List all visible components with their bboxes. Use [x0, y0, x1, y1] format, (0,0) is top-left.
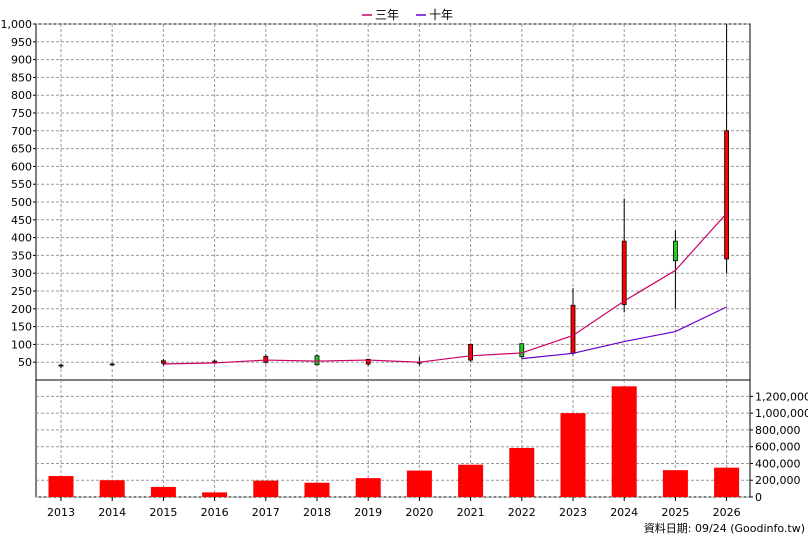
candle-body	[160, 360, 166, 364]
average-line-ten-year	[521, 306, 727, 360]
volume-bar	[150, 486, 176, 497]
volume-bar	[714, 467, 740, 497]
volume-bar	[355, 478, 381, 497]
volume-bar	[509, 447, 535, 497]
candle-body	[468, 343, 474, 361]
price-tick-label: 950	[11, 36, 32, 49]
price-tick-label: 900	[11, 54, 32, 67]
volume-bar	[662, 470, 688, 497]
price-tick-label: 350	[11, 249, 32, 262]
price-grid	[36, 23, 750, 380]
x-tick-label: 2016	[201, 506, 229, 519]
x-tick-label: 2022	[508, 506, 536, 519]
volume-tick-label: 1,000,000	[755, 407, 808, 420]
price-tick-label: 100	[11, 338, 32, 351]
volume-tick-label: 1,200,000	[755, 390, 808, 403]
x-tick-label: 2021	[457, 506, 485, 519]
volume-tick-label: 800,000	[755, 424, 801, 437]
candle-body	[109, 363, 115, 366]
price-tick-label: 800	[11, 89, 32, 102]
volume-y-axis: 0 200,000 400,000 600,000 800,000 1,000,000 1,…	[750, 390, 808, 504]
x-tick-label: 2026	[713, 506, 741, 519]
legend: 三年 十年	[362, 8, 453, 22]
volume-bars	[48, 386, 740, 497]
candle-body	[621, 240, 627, 305]
price-y-axis: 50 100 150 200 250 300 350 400 450 500 550 600 650 70…	[1, 18, 36, 369]
candle-body	[314, 355, 320, 366]
x-tick-label: 2017	[252, 506, 280, 519]
x-tick-label: 2013	[47, 506, 75, 519]
price-tick-label: 50	[18, 356, 32, 369]
price-tick-label: 700	[11, 125, 32, 138]
volume-tick-label: 400,000	[755, 457, 801, 470]
candle-body	[570, 304, 576, 354]
volume-bar	[406, 470, 432, 497]
x-tick-label: 2015	[149, 506, 177, 519]
volume-bar	[202, 492, 228, 497]
x-tick-label: 2018	[303, 506, 331, 519]
volume-bar	[253, 480, 279, 497]
price-tick-label: 200	[11, 303, 32, 316]
average-lines	[163, 212, 728, 365]
volume-plot-area	[35, 379, 751, 498]
price-tick-label: 400	[11, 232, 32, 245]
volume-tick-label: 0	[755, 491, 762, 504]
price-tick-label: 150	[11, 321, 32, 334]
volume-bar	[611, 386, 637, 497]
average-line-three-year	[163, 212, 728, 365]
price-tick-label: 250	[11, 285, 32, 298]
candle-body	[365, 358, 371, 365]
price-tick-label: 750	[11, 107, 32, 120]
legend-label: 三年	[375, 8, 399, 22]
candlesticks	[58, 24, 729, 369]
volume-bar	[48, 476, 74, 497]
volume-bar	[304, 482, 330, 497]
x-tick-label: 2019	[354, 506, 382, 519]
price-tick-label: 300	[11, 267, 32, 280]
x-axis: 2013 2014 2015 2016 2017 2018 2019 2020 2021 2022…	[47, 497, 741, 519]
candle-body	[58, 364, 64, 367]
candle-body	[724, 130, 729, 260]
price-tick-label: 450	[11, 214, 32, 227]
source-note: 資料日期: 09/24 (Goodinfo.tw)	[644, 521, 805, 535]
x-tick-label: 2024	[610, 506, 638, 519]
x-tick-label: 2023	[559, 506, 587, 519]
x-tick-label: 2025	[661, 506, 689, 519]
legend-label: 十年	[429, 8, 453, 22]
volume-bar	[458, 464, 484, 497]
x-tick-label: 2020	[405, 506, 433, 519]
price-tick-label: 550	[11, 178, 32, 191]
price-tick-label: 500	[11, 196, 32, 209]
candle-body	[673, 240, 678, 262]
volume-bar	[99, 480, 125, 497]
price-tick-label: 850	[11, 71, 32, 84]
price-tick-label: 650	[11, 143, 32, 156]
price-tick-label: 600	[11, 160, 32, 173]
candle-body	[263, 356, 269, 363]
price-tick-label: 1,000	[1, 18, 33, 31]
volume-bar	[560, 413, 586, 497]
volume-tick-label: 200,000	[755, 474, 801, 487]
volume-tick-label: 600,000	[755, 441, 801, 454]
x-tick-label: 2014	[98, 506, 126, 519]
candle-body	[519, 343, 525, 357]
